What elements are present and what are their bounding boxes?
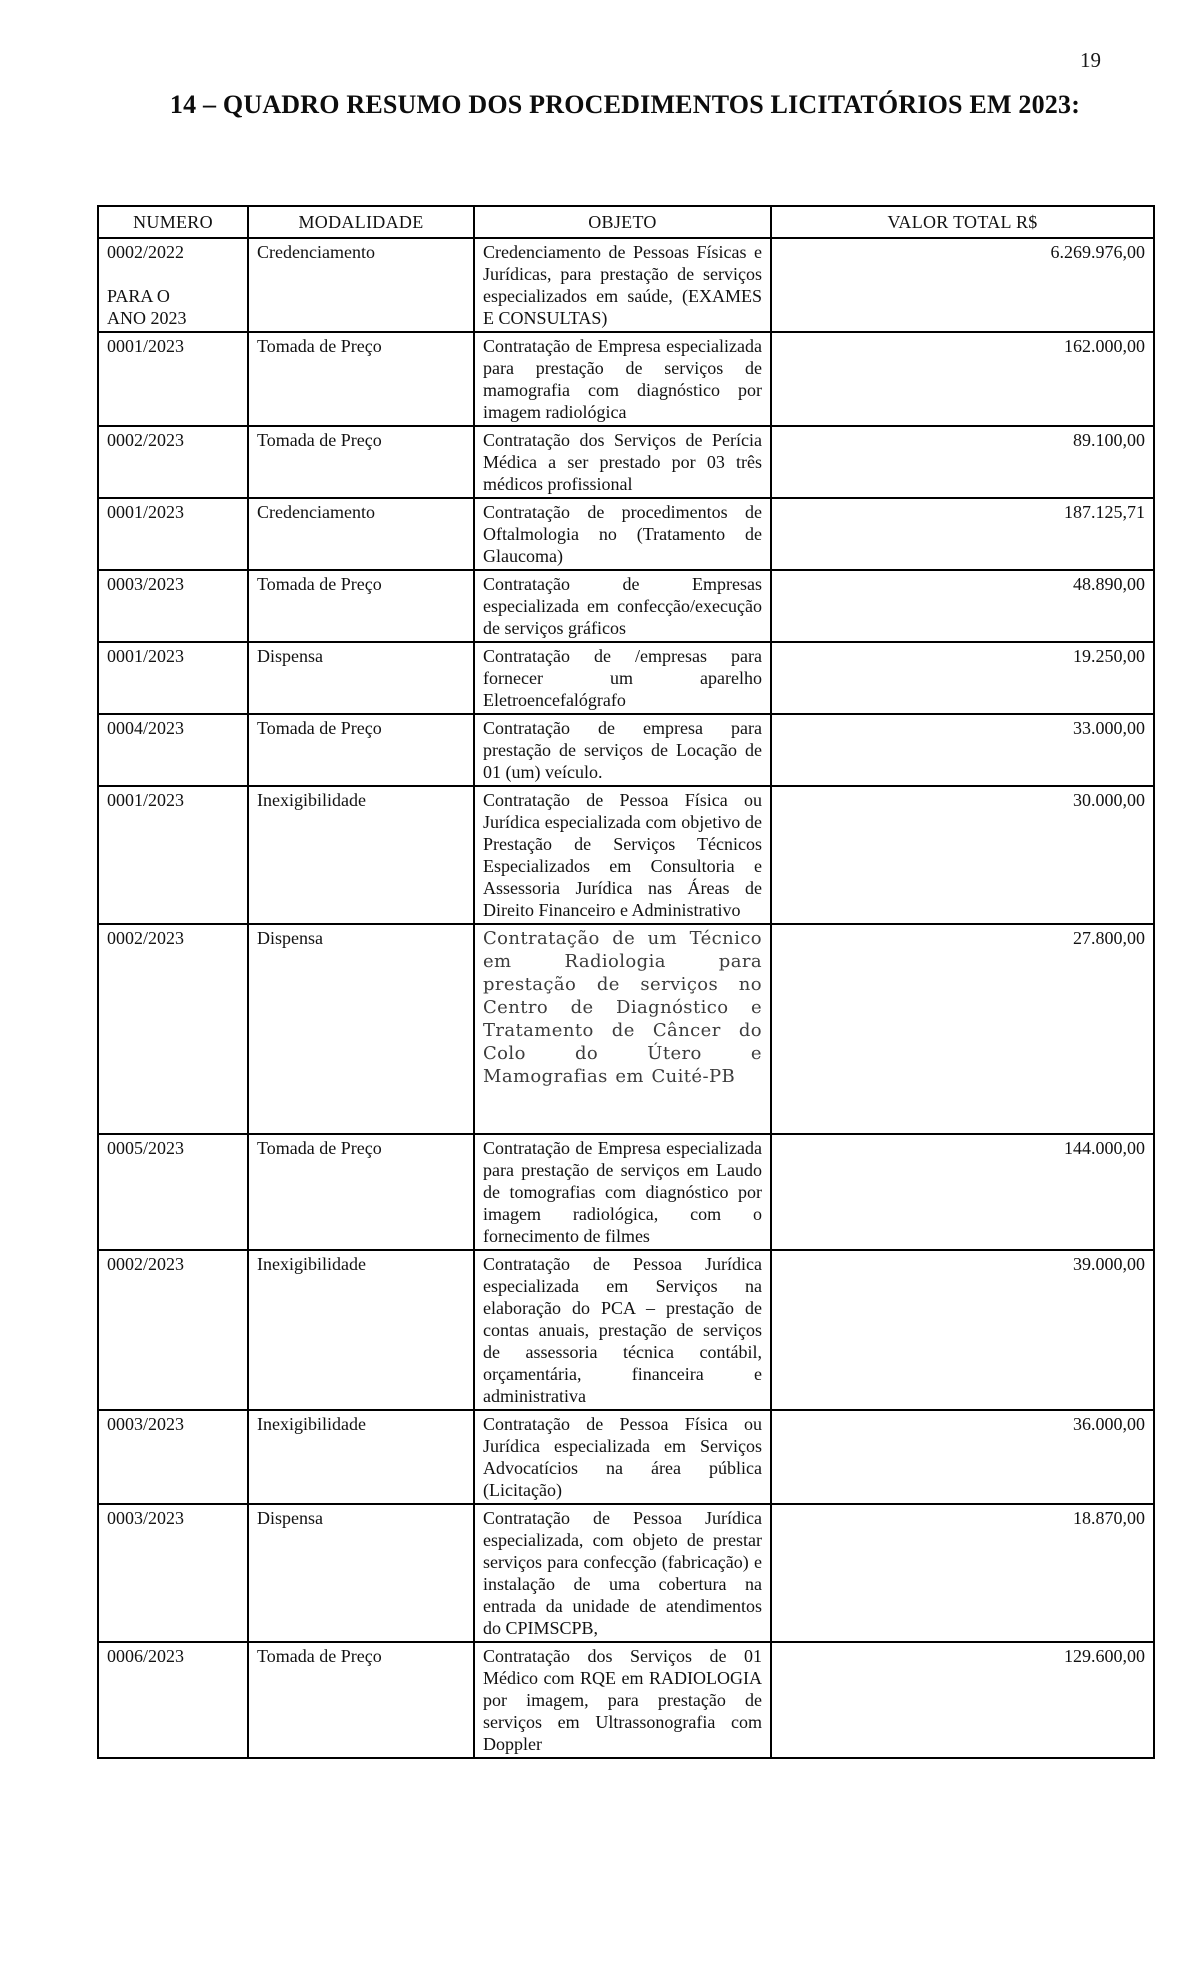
modalidade-cell: Dispensa [247,923,475,1135]
valor-cell: 30.000,00 [770,785,1155,925]
objeto-cell: Contratação de Pessoa Física ou Jurídica… [473,1409,772,1505]
table-row: 0001/2023 Credenciamento Contratação de pr… [97,497,1155,571]
valor-cell: 36.000,00 [770,1409,1155,1505]
table-row: 0003/2023 Dispensa Contratação de Pessoa J… [97,1503,1155,1643]
numero-cell: 0003/2023 [97,569,249,643]
objeto-cell: Contratação dos Serviços de Perícia Médi… [473,425,772,499]
header-valor-total: VALOR TOTAL R$ [770,205,1155,239]
numero-cell: 0004/2023 [97,713,249,787]
numero-cell: 0005/2023 [97,1133,249,1251]
numero-cell: 0001/2023 [97,331,249,427]
modalidade-cell: Credenciamento [247,237,475,333]
modalidade-cell: Tomada de Preço [247,713,475,787]
valor-cell: 187.125,71 [770,497,1155,571]
objeto-cell: Contratação de Pessoa Jurídica especiali… [473,1503,772,1643]
valor-cell: 162.000,00 [770,331,1155,427]
valor-cell: 33.000,00 [770,713,1155,787]
objeto-cell: Credenciamento de Pessoas Físicas e Jurí… [473,237,772,333]
valor-cell: 27.800,00 [770,923,1155,1135]
valor-cell: 39.000,00 [770,1249,1155,1411]
header-objeto: OBJETO [473,205,772,239]
objeto-cell: Contratação de Pessoa Jurídica especiali… [473,1249,772,1411]
valor-cell: 48.890,00 [770,569,1155,643]
numero-cell: 0002/2022 PARA O ANO 2023 [97,237,249,333]
table-row: 0003/2023 Tomada de Preço Contratação de E… [97,569,1155,643]
modalidade-cell: Inexigibilidade [247,1249,475,1411]
table-row: 0004/2023 Tomada de Preço Contratação de e… [97,713,1155,787]
modalidade-cell: Tomada de Preço [247,331,475,427]
table-row: 0002/2022 PARA O ANO 2023 Credenciamento C… [97,237,1155,333]
objeto-cell: Contratação de /empresas para fornecer u… [473,641,772,715]
table-row: 0005/2023 Tomada de Preço Contratação de E… [97,1133,1155,1251]
table-row: 0002/2023 Tomada de Preço Contratação dos … [97,425,1155,499]
modalidade-cell: Tomada de Preço [247,569,475,643]
objeto-cell: Contratação de um Técnico em Radiologia … [473,923,772,1135]
valor-cell: 89.100,00 [770,425,1155,499]
modalidade-cell: Tomada de Preço [247,425,475,499]
objeto-cell: Contratação de empresa para prestação de… [473,713,772,787]
objeto-cell: Contratação de Empresas especializada em… [473,569,772,643]
table-row: 0003/2023 Inexigibilidade Contratação de P… [97,1409,1155,1505]
header-row: NUMERO MODALIDADE OBJETO VALOR TOTAL R$ [97,205,1155,239]
header-modalidade: MODALIDADE [247,205,475,239]
numero-cell: 0002/2023 [97,923,249,1135]
modalidade-cell: Inexigibilidade [247,1409,475,1505]
table-row: 0002/2023 Dispensa Contratação de um Técni… [97,923,1155,1135]
numero-cell: 0001/2023 [97,497,249,571]
objeto-cell: Contratação de procedimentos de Oftalmol… [473,497,772,571]
page-title: 14 – QUADRO RESUMO DOS PROCEDIMENTOS LIC… [169,90,1081,119]
numero-cell: 0003/2023 [97,1409,249,1505]
numero-cell: 0006/2023 [97,1641,249,1759]
modalidade-cell: Tomada de Preço [247,1641,475,1759]
table-body: 0002/2022 PARA O ANO 2023 Credenciamento C… [97,237,1155,1759]
objeto-cell: Contratação de Empresa especializada par… [473,331,772,427]
objeto-cell: Contratação de Empresa especializada par… [473,1133,772,1251]
numero-cell: 0002/2023 [97,1249,249,1411]
table-row: 0001/2023 Tomada de Preço Contratação de E… [97,331,1155,427]
numero-cell: 0002/2023 [97,425,249,499]
modalidade-cell: Dispensa [247,641,475,715]
numero-cell: 0003/2023 [97,1503,249,1643]
numero-cell: 0001/2023 [97,641,249,715]
valor-cell: 19.250,00 [770,641,1155,715]
table-header: NUMERO MODALIDADE OBJETO VALOR TOTAL R$ [97,205,1155,239]
table-row: 0001/2023 Dispensa Contratação de /empresa… [97,641,1155,715]
procurement-summary-table: NUMERO MODALIDADE OBJETO VALOR TOTAL R$ 000… [97,205,1155,1759]
valor-cell: 129.600,00 [770,1641,1155,1759]
table-row: 0001/2023 Inexigibilidade Contratação de P… [97,785,1155,925]
modalidade-cell: Dispensa [247,1503,475,1643]
modalidade-cell: Inexigibilidade [247,785,475,925]
numero-cell: 0001/2023 [97,785,249,925]
table-row: 0002/2023 Inexigibilidade Contratação de P… [97,1249,1155,1411]
valor-cell: 144.000,00 [770,1133,1155,1251]
objeto-cell: Contratação dos Serviços de 01 Médico co… [473,1641,772,1759]
table-row: 0006/2023 Tomada de Preço Contratação dos … [97,1641,1155,1759]
page-number: 19 [1080,48,1101,72]
modalidade-cell: Credenciamento [247,497,475,571]
header-numero: NUMERO [97,205,249,239]
objeto-cell: Contratação de Pessoa Física ou Jurídica… [473,785,772,925]
valor-cell: 18.870,00 [770,1503,1155,1643]
modalidade-cell: Tomada de Preço [247,1133,475,1251]
valor-cell: 6.269.976,00 [770,237,1155,333]
